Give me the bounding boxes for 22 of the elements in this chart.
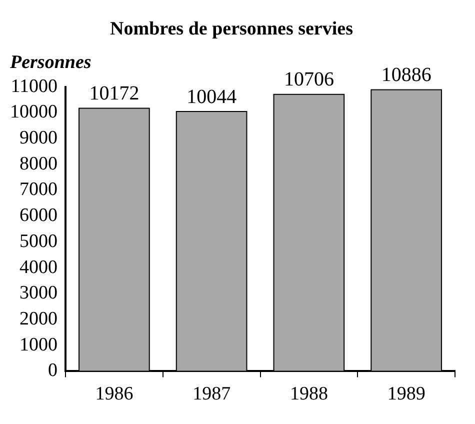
data-label: 10172 — [89, 82, 140, 104]
y-tick-label: 11000 — [10, 76, 58, 97]
y-tick-label: 8000 — [20, 153, 58, 174]
y-tick-label: 2000 — [20, 308, 58, 330]
y-tick-label: 3000 — [20, 282, 58, 304]
y-tick-label: 5000 — [20, 230, 58, 252]
x-tick-label: 1987 — [192, 384, 231, 405]
y-tick-label: 0 — [48, 360, 58, 382]
x-tick-label: 1989 — [387, 384, 426, 405]
data-label: 10706 — [284, 68, 334, 91]
x-tick-label: 1986 — [95, 384, 134, 405]
data-label: 10044 — [186, 86, 237, 108]
y-axis-title: Personnes — [9, 52, 92, 74]
y-tick-label: 4000 — [20, 256, 58, 278]
x-tick-label: 1988 — [290, 384, 328, 405]
chart-title: Nombres de personnes servies — [110, 18, 353, 40]
y-tick-label: 10000 — [10, 102, 58, 123]
y-tick-label: 9000 — [20, 127, 58, 148]
data-label: 10886 — [381, 64, 432, 86]
y-tick-label: 1000 — [20, 334, 58, 356]
y-tick-label: 6000 — [20, 205, 58, 226]
y-tick-label: 7000 — [20, 179, 58, 200]
